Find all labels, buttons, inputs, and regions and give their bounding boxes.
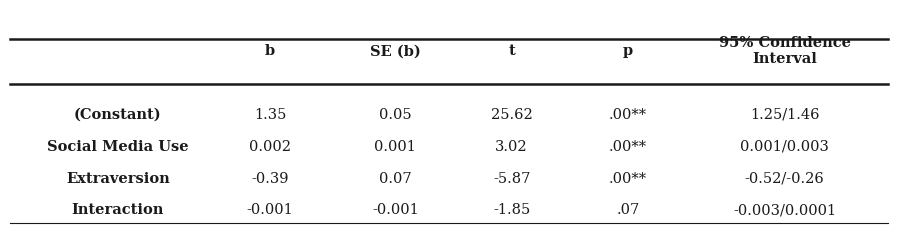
Text: 1.35: 1.35 [254, 108, 286, 121]
Text: (Constant): (Constant) [74, 108, 162, 121]
Text: Interaction: Interaction [72, 202, 164, 216]
Text: Extraversion: Extraversion [66, 171, 170, 185]
Text: -0.39: -0.39 [251, 171, 288, 185]
Text: 0.001/0.003: 0.001/0.003 [740, 139, 829, 153]
Text: 0.001: 0.001 [374, 139, 417, 153]
Text: .07: .07 [616, 202, 639, 216]
Text: -0.52/-0.26: -0.52/-0.26 [744, 171, 824, 185]
Text: .00**: .00** [609, 139, 647, 153]
Text: p: p [623, 44, 633, 58]
Text: -1.85: -1.85 [493, 202, 531, 216]
Text: 95% Confidence
Interval: 95% Confidence Interval [718, 36, 850, 66]
Text: 25.62: 25.62 [491, 108, 533, 121]
Text: Social Media Use: Social Media Use [47, 139, 189, 153]
Text: .00**: .00** [609, 171, 647, 185]
Text: -0.001: -0.001 [247, 202, 294, 216]
Text: 0.002: 0.002 [249, 139, 291, 153]
Text: 1.25/1.46: 1.25/1.46 [750, 108, 820, 121]
Text: -0.003/0.0001: -0.003/0.0001 [733, 202, 836, 216]
Text: t: t [508, 44, 515, 58]
Text: b: b [265, 44, 275, 58]
Text: -0.001: -0.001 [372, 202, 418, 216]
Text: 3.02: 3.02 [496, 139, 528, 153]
Text: 0.07: 0.07 [379, 171, 411, 185]
Text: SE (b): SE (b) [370, 44, 420, 58]
Text: 0.05: 0.05 [379, 108, 411, 121]
Text: -5.87: -5.87 [493, 171, 531, 185]
Text: .00**: .00** [609, 108, 647, 121]
